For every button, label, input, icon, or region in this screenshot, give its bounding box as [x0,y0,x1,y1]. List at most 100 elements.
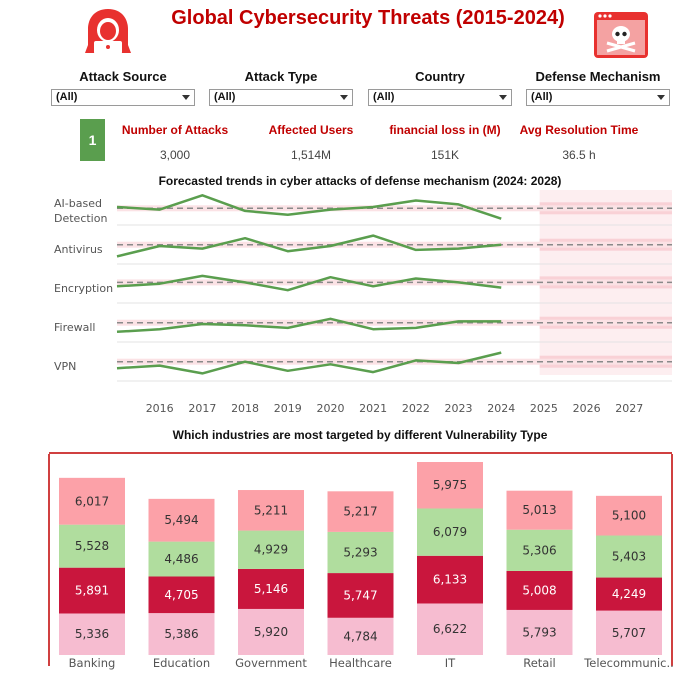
row-label: AI-based Detection [54,197,107,225]
trend-band [117,319,672,326]
kpi-value-resolution-time: 36.5 h [562,148,596,162]
x-tick-label: 2016 [146,402,174,415]
bar-chart-title: Which industries are most targeted by di… [172,428,548,442]
kpi-label-affected-users: Affected Users [268,123,354,137]
bar-value-label: 6,133 [433,573,467,587]
bar-segment [327,491,394,532]
bar-segment [596,495,662,536]
bar-segment [417,508,483,556]
kpi-value-affected-users: 1,514M [290,148,332,162]
bar-segment [59,524,125,568]
bar-segment [148,541,215,577]
bar-value-label: 4,929 [254,543,288,557]
bar-value-label: 4,249 [612,587,646,601]
bar-value-label: 5,747 [343,588,377,602]
bar-value-label: 5,975 [433,478,467,492]
bar-segment [596,610,662,655]
category-label: Healthcare [329,656,392,670]
category-label: Telecommunic.. [583,656,674,670]
x-tick-label: 2020 [316,402,344,415]
row-label: VPN [54,360,76,373]
bar-segment [59,567,125,614]
series-line [116,317,502,334]
bar-segment [327,573,394,618]
bar-segment [238,490,304,531]
bar-value-label: 5,528 [75,539,109,553]
row-label-line: Detection [54,212,107,225]
bar-value-label: 5,008 [522,583,556,597]
country-dropdown[interactable]: (All) [368,89,512,106]
skull-alert-icon [594,12,648,58]
x-tick-label: 2027 [615,402,643,415]
bar-segment [596,577,662,611]
attack-source-dropdown[interactable]: (All) [51,89,195,106]
bar-value-label: 5,211 [254,503,288,517]
kpi-label-attacks: Number of Attacks [121,123,229,137]
kpi-badge: 1 [80,119,105,161]
bar-value-label: 4,486 [164,552,198,566]
bar-value-label: 5,013 [522,503,556,517]
bar-value-label: 5,336 [75,627,109,641]
bar-value-label: 4,784 [343,629,377,643]
trend-band [117,205,672,212]
trend-chart: AI-based Detection Antivirus Encryption Fire… [54,190,672,415]
bar-segment [506,570,573,610]
bar-segment [327,531,394,574]
bar-value-label: 5,293 [343,545,377,559]
bar-segment [148,498,215,542]
x-tick-label: 2023 [445,402,473,415]
row-label: Antivirus [54,243,103,256]
series-line [116,194,502,220]
bar-value-label: 5,494 [164,513,198,527]
chevron-down-icon [657,95,665,100]
bar-value-label: 5,146 [254,582,288,596]
chevron-down-icon [182,95,190,100]
bar-value-label: 5,403 [612,550,646,564]
bar-value-label: 6,622 [433,622,467,636]
bar-segment [59,613,125,655]
category-label: IT [445,656,456,670]
category-label: Retail [523,656,556,670]
country-value: (All) [373,91,395,103]
bar-value-label: 5,100 [612,509,646,523]
bar-value-label: 4,705 [164,588,198,602]
series-line [116,351,502,375]
bar-segment [59,477,125,525]
defense-mechanism-dropdown[interactable]: (All) [526,89,670,106]
attack-type-value: (All) [214,91,236,103]
bar-value-label: 5,386 [164,627,198,641]
trend-band [117,358,672,365]
x-tick-label: 2022 [402,402,430,415]
category-label: Education [153,656,210,670]
bar-segment [417,555,483,604]
bar-segment [506,490,573,530]
defense-mechanism-value: (All) [531,91,553,103]
hacker-icon [85,9,131,54]
bar-segment [148,613,215,655]
category-label: Government [235,656,307,670]
filter-label-country: Country [415,69,465,84]
bar-value-label: 6,017 [75,494,109,508]
x-tick-label: 2025 [530,402,558,415]
page-title: Global Cybersecurity Threats (2015-2024) [171,7,565,29]
attack-source-value: (All) [56,91,78,103]
bar-segment [506,529,573,571]
bar-value-label: 5,793 [522,625,556,639]
bar-segment [238,568,304,609]
kpi-label-resolution-time: Avg Resolution Time [519,123,639,137]
x-tick-label: 2017 [188,402,216,415]
bar-segment [596,535,662,578]
attack-type-dropdown[interactable]: (All) [209,89,353,106]
row-label: Firewall [54,321,95,334]
x-tick-label: 2021 [359,402,387,415]
x-tick-label: 2024 [487,402,515,415]
chevron-down-icon [340,95,348,100]
filter-label-attack-type: Attack Type [244,69,318,84]
filter-label-attack-source: Attack Source [79,69,167,84]
row-label-line: AI-based [54,197,102,210]
bar-value-label: 5,217 [343,505,377,519]
row-label: Encryption [54,282,113,295]
bar-chart: 5,336 5,891 5,528 6,017 Banking 5,386 4,705 4,4… [48,452,674,670]
bar-segment [148,576,215,614]
trend-band [117,241,672,248]
